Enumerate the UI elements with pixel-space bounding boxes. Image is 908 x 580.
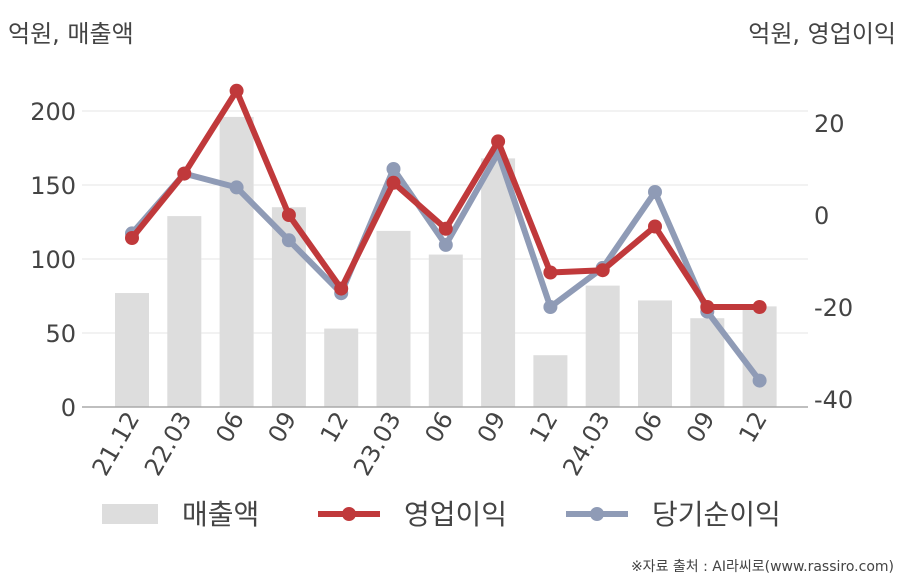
data-point <box>281 208 296 222</box>
legend-label: 당기순이익 <box>652 498 781 531</box>
x-axis-tick-label: 06 <box>419 407 459 447</box>
data-point <box>491 134 506 149</box>
data-point <box>648 219 662 234</box>
x-axis-tick-label: 24.03 <box>557 407 616 481</box>
data-point <box>229 83 244 98</box>
data-point <box>543 300 558 314</box>
right-axis-tick-label: 20 <box>814 110 845 138</box>
data-point <box>334 281 349 296</box>
bar <box>115 293 149 407</box>
data-point <box>125 231 139 245</box>
bar <box>690 318 725 407</box>
left-axis-tick-label: 200 <box>30 98 76 126</box>
bar <box>585 285 620 407</box>
data-point <box>595 263 610 278</box>
data-point <box>386 162 401 176</box>
left-axis-tick-label: 100 <box>30 246 76 274</box>
right-axis-tick-label: 0 <box>814 202 829 230</box>
source-note: ※자료 출처 : AI라씨로(www.rassiro.com) <box>630 559 894 575</box>
left-axis-tick-label: 150 <box>30 172 76 200</box>
left-axis-tick-label: 50 <box>45 320 76 348</box>
bar <box>481 158 516 407</box>
data-point <box>543 265 558 280</box>
bar <box>376 230 411 407</box>
left-axis-unit-label: 억원, 매출액 <box>8 20 134 48</box>
bar <box>533 355 568 407</box>
line-series <box>125 83 767 388</box>
data-point <box>177 166 192 181</box>
x-axis-tick-label: 09 <box>472 407 512 447</box>
bar <box>167 216 202 407</box>
x-axis-tick-label: 06 <box>210 407 250 447</box>
x-axis-tick-label: 12 <box>524 407 564 447</box>
data-point <box>438 221 453 236</box>
legend-label: 영업이익 <box>404 498 507 531</box>
data-point <box>700 300 715 314</box>
data-point <box>438 237 453 252</box>
bar-series <box>115 116 777 408</box>
x-axis-tick-label: 23.03 <box>348 407 407 481</box>
x-axis-tick-label: 12 <box>315 407 355 447</box>
right-axis-tick-label: -20 <box>814 294 853 322</box>
bar <box>324 328 359 407</box>
data-point <box>281 233 296 248</box>
x-axis-tick-label: 06 <box>629 407 669 447</box>
legend-swatch <box>102 504 158 524</box>
data-point <box>752 373 767 388</box>
x-axis-tick-label: 09 <box>263 407 303 447</box>
legend-marker <box>590 507 604 521</box>
bar <box>638 300 672 407</box>
left-axis-ticks: 0 50 100 150 200 <box>30 98 76 422</box>
legend: 매출액 영업이익 당기순이익 <box>102 498 781 531</box>
legend-label: 매출액 <box>182 498 259 531</box>
right-axis-tick-label: -40 <box>814 386 853 414</box>
data-point <box>752 300 767 314</box>
x-axis-tick-label: 22.03 <box>139 407 198 481</box>
data-point <box>386 175 401 190</box>
x-axis-tick-label: 09 <box>681 407 721 447</box>
x-axis-tick-label: 21.12 <box>87 407 146 481</box>
x-axis-tick-label: 12 <box>733 407 773 447</box>
legend-marker <box>342 507 356 521</box>
data-point <box>648 185 662 199</box>
data-point <box>229 180 244 195</box>
bar <box>428 254 463 407</box>
right-axis-ticks: -40 -20 0 20 <box>814 110 853 414</box>
right-axis-unit-label: 억원, 영업이익 <box>748 20 896 48</box>
left-axis-tick-label: 0 <box>61 394 76 422</box>
bar <box>219 116 254 408</box>
bar <box>742 306 777 407</box>
